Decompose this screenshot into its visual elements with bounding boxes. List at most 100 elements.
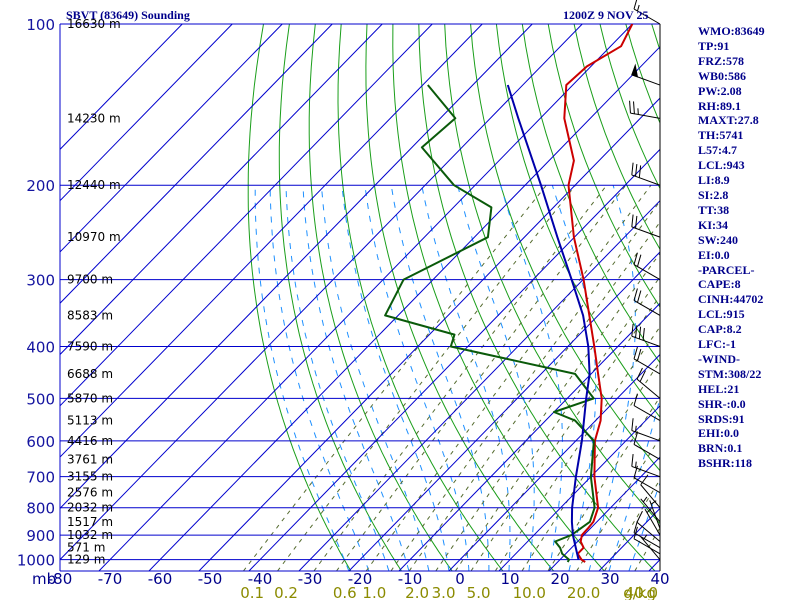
index-item: LCL:943 <box>698 158 745 173</box>
isotherm <box>60 24 383 356</box>
moist-adiabat <box>302 185 410 571</box>
wind-barb <box>640 474 661 509</box>
pressure-tick-label: 500 <box>26 390 55 408</box>
wind-barb <box>640 496 661 523</box>
index-item: -PARCEL- <box>698 262 755 277</box>
dry-adiabat <box>278 24 402 571</box>
height-label: 10970 m <box>67 230 121 244</box>
mixing-ratio-label: 0.1 <box>240 584 264 600</box>
isotherm <box>60 24 333 304</box>
index-item: TT:38 <box>698 202 730 217</box>
mixing-ratio-line <box>494 325 660 571</box>
temperature-tick-label: -70 <box>98 570 123 588</box>
index-item: LCL:915 <box>698 307 745 322</box>
index-item: MAXT:27.8 <box>698 113 759 128</box>
pressure-tick-label: 300 <box>26 272 55 290</box>
index-item: L57:4.7 <box>698 143 737 158</box>
index-item: CAP:8.2 <box>698 322 742 337</box>
isotherms <box>60 24 660 571</box>
height-label: 16630 m <box>67 17 121 31</box>
mixing-ratio-line <box>435 252 660 571</box>
plot-background <box>60 24 660 571</box>
height-label: 8583 m <box>67 308 113 322</box>
index-item: WMO:83649 <box>698 24 765 38</box>
isotherm <box>148 46 660 571</box>
mixing-ratio-label: 20.0 <box>567 584 600 600</box>
moist-adiabat <box>457 185 535 571</box>
height-label: 7590 m <box>67 339 113 353</box>
index-item: TH:5741 <box>698 128 744 143</box>
temperature-tick-label: -30 <box>298 570 323 588</box>
wind-barb <box>631 323 661 347</box>
moist-adiabat <box>421 185 511 571</box>
wind-barb <box>636 367 661 399</box>
mixing-ratio-line <box>547 396 660 571</box>
profile-lines <box>384 24 634 563</box>
index-item: EHI:0.0 <box>698 426 740 441</box>
index-item: STM:308/22 <box>698 366 762 381</box>
moist-adiabat <box>254 185 350 571</box>
stability-indices-list: WMO:83649 TP:91 FRZ:578 WB0:586 PW:2.08 RH:89… <box>698 24 765 471</box>
mixing-ratio-label: 0.6 <box>333 584 357 600</box>
index-item: KI:34 <box>698 217 728 232</box>
isotherm <box>448 353 660 571</box>
wind-barb <box>644 507 661 536</box>
index-item: SI:2.8 <box>698 187 729 202</box>
observation-time: 1200Z 9 NOV 25 <box>563 8 649 22</box>
wind-barb <box>631 162 661 186</box>
wind-barb <box>633 432 661 460</box>
temperature-tick-label: -60 <box>148 570 173 588</box>
wind-barb <box>633 252 661 281</box>
index-item: PW:2.08 <box>698 83 742 98</box>
wind-barb <box>633 520 661 549</box>
parcel-line <box>506 84 591 560</box>
wind-barbs <box>629 0 661 571</box>
height-label: 1032 m <box>67 528 113 542</box>
dewpoint-line <box>384 84 596 563</box>
temperature-tick-label: 10 <box>500 570 519 588</box>
index-item: WB0:586 <box>698 68 746 83</box>
moist-adiabat <box>390 185 490 571</box>
height-label: 5113 m <box>67 414 113 428</box>
temperature-tick-label: 40 <box>650 570 669 588</box>
pressure-tick-label: 400 <box>26 338 55 356</box>
index-item: BRN:0.1 <box>698 441 743 456</box>
station-title: SBVT (83649) Sounding <box>66 8 190 22</box>
y-axis-label: mb <box>32 570 56 588</box>
dry-adiabat <box>337 24 504 571</box>
height-label: 2032 m <box>67 501 113 515</box>
wind-barb <box>633 288 661 316</box>
pressure-tick-label: 600 <box>26 433 55 451</box>
wind-barb <box>633 393 661 422</box>
mixing-ratio-line <box>408 221 660 571</box>
isotherm <box>398 302 660 571</box>
mixing-ratio-label: 0.2 <box>274 584 298 600</box>
isotherm <box>60 24 433 407</box>
mixing-ratio-label: 40.0 <box>625 584 658 600</box>
pressure-tick-label: 700 <box>26 469 55 487</box>
wind-barb <box>636 510 661 542</box>
index-item: SW:240 <box>698 232 739 247</box>
moist-adiabat <box>285 185 390 571</box>
index-item: BSHR:118 <box>698 456 753 471</box>
mixing-ratio-label: 10.0 <box>513 584 546 600</box>
dry-adiabat <box>521 24 660 364</box>
moist-adiabat <box>364 185 470 571</box>
wind-barb <box>631 214 661 238</box>
mixing-ratio-line <box>576 436 660 571</box>
dry-adiabat <box>247 24 352 571</box>
mixing-ratio-label: 5.0 <box>467 584 491 600</box>
mixing-ratio-labels: 0.1 0.2 0.6 1.0 2.0 3.0 5.0 10.0 20.0 40.0g/kg <box>240 584 658 600</box>
pressure-tick-label: 100 <box>26 16 55 34</box>
wind-barb <box>649 500 661 529</box>
index-item: CINH:44702 <box>698 292 764 307</box>
moist-adiabat <box>269 185 370 571</box>
dry-adiabat <box>365 24 554 571</box>
height-label: 9700 m <box>67 273 113 287</box>
mixing-ratio-line <box>604 478 660 571</box>
temperature-tick-label: 30 <box>600 570 619 588</box>
pressure-tick-label: 1000 <box>17 552 55 570</box>
index-item: SRDS:91 <box>698 411 745 426</box>
index-item: FRZ:578 <box>698 53 744 68</box>
index-item: SHR-:0.0 <box>698 396 746 411</box>
